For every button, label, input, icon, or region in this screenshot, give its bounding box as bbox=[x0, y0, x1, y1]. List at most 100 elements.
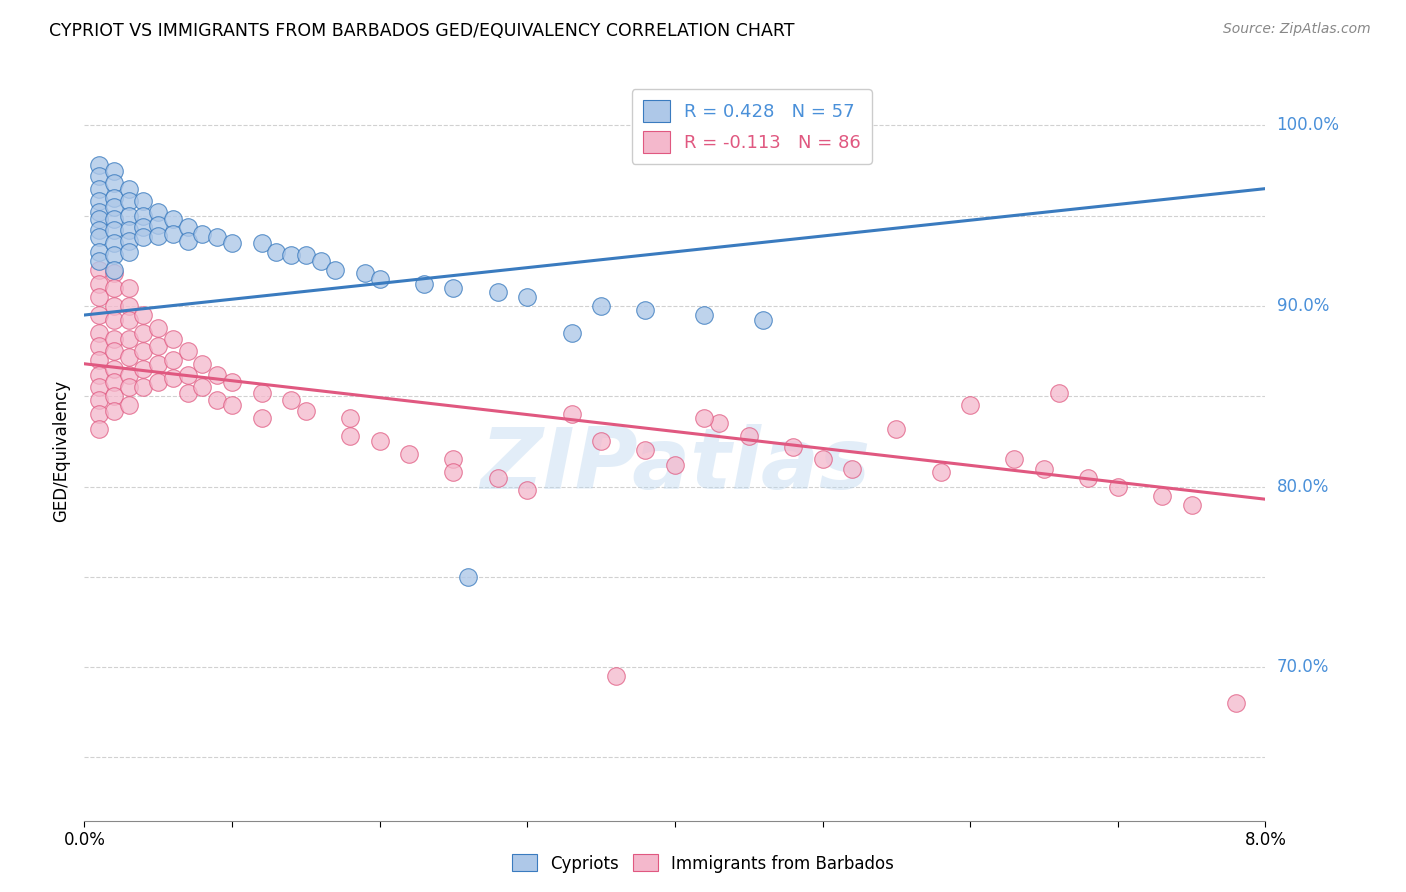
Point bbox=[709, 417, 731, 431]
Point bbox=[250, 411, 273, 425]
Point bbox=[811, 452, 834, 467]
Point bbox=[295, 248, 318, 262]
Point bbox=[295, 403, 318, 417]
Point bbox=[103, 331, 125, 345]
Point bbox=[738, 429, 761, 443]
Point bbox=[132, 344, 155, 359]
Point bbox=[118, 380, 141, 394]
Point bbox=[605, 669, 627, 683]
Point bbox=[148, 375, 170, 389]
Point bbox=[87, 408, 111, 422]
Point bbox=[87, 392, 111, 407]
Point bbox=[339, 411, 361, 425]
Point bbox=[118, 350, 141, 364]
Point bbox=[132, 326, 155, 340]
Text: 80.0%: 80.0% bbox=[1277, 477, 1329, 496]
Point bbox=[591, 434, 613, 449]
Point bbox=[841, 461, 863, 475]
Point bbox=[561, 326, 583, 340]
Point bbox=[118, 398, 141, 412]
Text: CYPRIOT VS IMMIGRANTS FROM BARBADOS GED/EQUIVALENCY CORRELATION CHART: CYPRIOT VS IMMIGRANTS FROM BARBADOS GED/… bbox=[49, 22, 794, 40]
Point bbox=[1033, 461, 1056, 475]
Point bbox=[664, 458, 686, 472]
Point bbox=[87, 290, 111, 304]
Point bbox=[87, 277, 111, 292]
Point bbox=[87, 422, 111, 436]
Point bbox=[634, 302, 657, 317]
Point bbox=[516, 290, 538, 304]
Point bbox=[354, 267, 377, 281]
Point bbox=[103, 223, 125, 237]
Point bbox=[103, 344, 125, 359]
Point bbox=[693, 411, 716, 425]
Point bbox=[103, 375, 125, 389]
Point bbox=[221, 398, 243, 412]
Point bbox=[103, 191, 125, 205]
Point bbox=[118, 209, 141, 223]
Point bbox=[1047, 385, 1070, 400]
Point bbox=[1004, 452, 1026, 467]
Point bbox=[87, 253, 111, 268]
Point bbox=[177, 385, 200, 400]
Point bbox=[1225, 696, 1247, 710]
Text: Source: ZipAtlas.com: Source: ZipAtlas.com bbox=[1223, 22, 1371, 37]
Point bbox=[87, 368, 111, 382]
Point bbox=[103, 362, 125, 376]
Point bbox=[162, 227, 184, 241]
Point bbox=[132, 230, 155, 244]
Point bbox=[103, 299, 125, 313]
Point bbox=[693, 308, 716, 322]
Point bbox=[118, 223, 141, 237]
Point bbox=[87, 212, 111, 227]
Point bbox=[207, 392, 229, 407]
Point bbox=[929, 465, 952, 479]
Text: 70.0%: 70.0% bbox=[1277, 658, 1329, 676]
Point bbox=[221, 235, 243, 250]
Point bbox=[207, 368, 229, 382]
Point bbox=[561, 408, 583, 422]
Point bbox=[162, 212, 184, 227]
Point bbox=[118, 331, 141, 345]
Point bbox=[118, 368, 141, 382]
Point bbox=[103, 281, 125, 295]
Point bbox=[87, 308, 111, 322]
Point bbox=[118, 194, 141, 209]
Point bbox=[457, 570, 479, 584]
Point bbox=[207, 230, 229, 244]
Point bbox=[1107, 479, 1129, 493]
Point bbox=[443, 452, 465, 467]
Point bbox=[1150, 489, 1173, 503]
Point bbox=[177, 344, 200, 359]
Point bbox=[87, 244, 111, 259]
Point bbox=[87, 205, 111, 219]
Point bbox=[782, 440, 804, 454]
Point bbox=[103, 267, 125, 281]
Point bbox=[103, 235, 125, 250]
Point bbox=[118, 244, 141, 259]
Point bbox=[177, 219, 200, 234]
Point bbox=[250, 385, 273, 400]
Point bbox=[280, 248, 302, 262]
Text: 90.0%: 90.0% bbox=[1277, 297, 1329, 315]
Point bbox=[591, 299, 613, 313]
Point bbox=[148, 218, 170, 232]
Point bbox=[87, 230, 111, 244]
Point bbox=[413, 277, 436, 292]
Point bbox=[634, 443, 657, 458]
Point bbox=[103, 389, 125, 403]
Point bbox=[325, 263, 347, 277]
Point bbox=[368, 272, 391, 286]
Point bbox=[177, 368, 200, 382]
Point bbox=[177, 234, 200, 248]
Point bbox=[398, 447, 420, 461]
Point bbox=[103, 313, 125, 327]
Text: 100.0%: 100.0% bbox=[1277, 117, 1340, 135]
Point bbox=[103, 200, 125, 214]
Point bbox=[118, 181, 141, 195]
Point bbox=[280, 392, 302, 407]
Point bbox=[443, 465, 465, 479]
Point bbox=[118, 281, 141, 295]
Point bbox=[132, 219, 155, 234]
Point bbox=[132, 308, 155, 322]
Point bbox=[103, 403, 125, 417]
